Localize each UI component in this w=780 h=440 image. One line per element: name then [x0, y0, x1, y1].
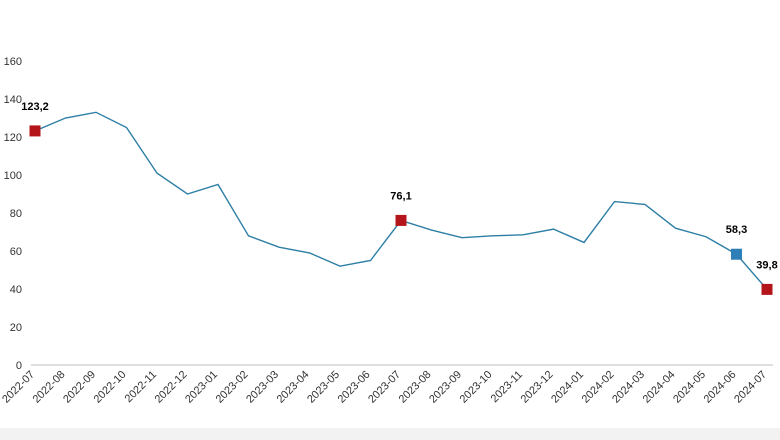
x-tick-label: 2022-07 [0, 369, 37, 406]
y-tick-label: 140 [4, 94, 22, 106]
x-tick-label: 2023-02 [214, 369, 251, 406]
y-tick-label: 160 [4, 56, 22, 68]
x-tick-label: 2022-09 [61, 369, 98, 406]
x-tick-label: 2024-06 [702, 369, 739, 406]
x-tick-label: 2023-12 [519, 369, 556, 406]
data-label: 123,2 [21, 101, 49, 113]
x-tick-label: 2022-10 [92, 369, 129, 406]
x-tick-label: 2023-01 [183, 369, 220, 406]
y-tick-label: 80 [10, 208, 22, 220]
x-tick-label: 2022-08 [31, 369, 68, 406]
x-tick-label: 2024-07 [732, 369, 769, 406]
y-tick-label: 60 [10, 246, 22, 258]
x-tick-label: 2024-01 [549, 369, 586, 406]
x-tick-label: 2023-05 [305, 369, 342, 406]
highlight-marker [731, 248, 742, 260]
data-label: 39,8 [756, 259, 777, 271]
highlight-marker [29, 125, 41, 137]
x-tick-label: 2024-03 [610, 369, 647, 406]
x-tick-label: 2024-04 [641, 369, 678, 406]
x-tick-label: 2023-09 [427, 369, 464, 406]
bottom-band [0, 428, 780, 440]
x-tick-label: 2023-07 [366, 369, 403, 406]
y-tick-label: 20 [10, 322, 22, 334]
data-label: 76,1 [390, 190, 411, 202]
x-tick-label: 2023-06 [336, 369, 373, 406]
x-axis-ticks: 2022-072022-082022-092022-102022-112022-… [0, 369, 769, 406]
y-tick-label: 100 [4, 170, 22, 182]
x-tick-label: 2023-03 [244, 369, 281, 406]
highlight-marker [395, 214, 407, 226]
x-tick-label: 2022-12 [153, 369, 190, 406]
y-axis-ticks: 0 20 40 60 80 100 120 140 160 [4, 56, 22, 372]
x-tick-label: 2023-10 [458, 369, 495, 406]
y-tick-label: 0 [16, 360, 22, 372]
x-tick-label: 2024-02 [580, 369, 617, 406]
y-tick-label: 40 [10, 284, 22, 296]
x-tick-label: 2023-04 [275, 369, 312, 406]
data-label: 58,3 [726, 224, 747, 236]
highlight-marker [761, 283, 773, 295]
y-tick-label: 120 [4, 132, 22, 144]
x-tick-label: 2024-05 [671, 369, 708, 406]
x-tick-label: 2023-08 [397, 369, 434, 406]
highlight-markers: 123,2 76,1 58,3 39,8 [21, 101, 778, 295]
